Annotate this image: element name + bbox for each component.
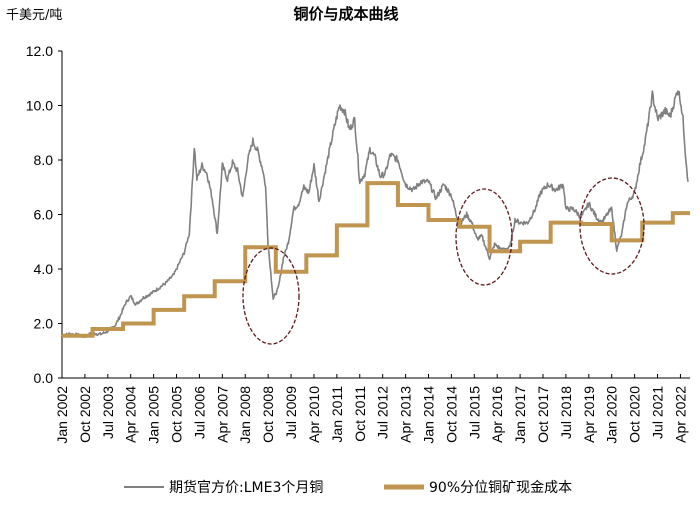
x-tick-label: Jul 2009	[283, 386, 299, 439]
highlight-ellipses	[242, 177, 645, 345]
legend-label-cash-cost: 90%分位铜矿现金成本	[429, 480, 572, 496]
x-tick-label: Oct 2008	[260, 386, 276, 443]
y-tick-label: 4.0	[34, 261, 54, 277]
x-tick-label: Jul 2018	[558, 386, 574, 439]
chart-title: 铜价与成本曲线	[293, 5, 398, 23]
x-tick-label: Apr 2010	[306, 386, 322, 443]
plot-area	[61, 90, 691, 339]
y-tick-label: 10.0	[26, 98, 53, 114]
x-tick-label: Apr 2007	[214, 386, 230, 443]
y-tick-label: 0.0	[34, 370, 54, 386]
series-line-lme-price	[61, 90, 689, 339]
x-tick-label: Jul 2021	[650, 386, 666, 439]
legend-label-lme-price: 期货官方价:LME3个月铜	[169, 479, 323, 496]
legend: 期货官方价:LME3个月铜 90%分位铜矿现金成本	[124, 479, 572, 496]
highlight-ellipse-2008	[242, 247, 300, 345]
x-tick-label: Apr 2019	[581, 386, 597, 443]
y-axis: 0.0 2.0 4.0 6.0 8.0 10.0 12.0	[26, 43, 63, 386]
y-tick-label: 2.0	[34, 316, 54, 332]
x-tick-label: Jan 2008	[237, 386, 253, 444]
x-tick-label: Oct 2005	[169, 386, 185, 443]
x-tick-label: Apr 2013	[398, 386, 414, 443]
x-tick-label: Oct 2020	[627, 386, 643, 443]
x-tick-label: Jan 2014	[420, 386, 436, 444]
x-tick-label: Oct 2011	[352, 386, 368, 442]
y-axis-unit-label: 千美元/吨	[6, 8, 62, 23]
y-tick-label: 8.0	[34, 152, 54, 168]
y-tick-label: 12.0	[26, 43, 53, 59]
x-tick-label: Apr 2004	[123, 386, 139, 443]
x-tick-label: Jul 2015	[466, 386, 482, 439]
highlight-ellipse-2020	[579, 177, 645, 275]
x-tick-label: Jan 2017	[512, 386, 528, 444]
x-tick-label: Oct 2017	[535, 386, 551, 443]
x-tick-label: Jan 2005	[146, 386, 162, 444]
y-tick-label: 6.0	[34, 207, 54, 223]
series-line-cash-cost	[62, 181, 691, 338]
x-tick-label: Apr 2022	[672, 386, 688, 443]
x-axis: Jan 2002 Oct 2002 Jul 2003 Apr 2004 Jan 2005…	[54, 374, 691, 444]
x-tick-label: Jul 2012	[375, 386, 391, 439]
x-tick-label: Oct 2002	[77, 386, 93, 443]
x-tick-label: Jul 2006	[191, 386, 207, 439]
x-tick-label: Jan 2002	[54, 386, 70, 444]
x-tick-label: Jul 2003	[100, 386, 116, 439]
x-tick-label: Jan 2011	[329, 386, 345, 443]
highlight-ellipse-2016	[455, 188, 513, 286]
x-tick-label: Apr 2016	[489, 386, 505, 443]
x-tick-label: Oct 2014	[443, 386, 459, 443]
x-tick-label: Jan 2020	[604, 386, 620, 444]
